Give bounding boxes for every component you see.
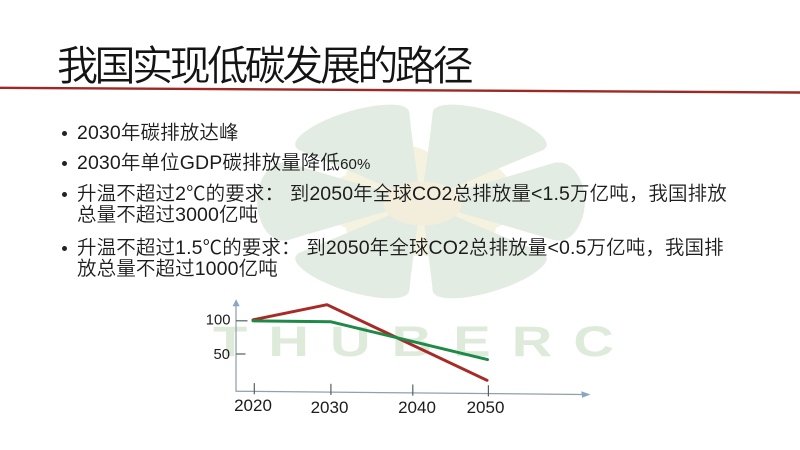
svg-text:2020: 2020 xyxy=(234,396,272,415)
svg-text:50: 50 xyxy=(214,347,230,363)
svg-text:2030: 2030 xyxy=(311,398,349,417)
svg-text:THUBERC: THUBERC xyxy=(213,318,635,366)
svg-text:100: 100 xyxy=(206,313,231,329)
svg-text:2050: 2050 xyxy=(467,398,505,417)
svg-text:2040: 2040 xyxy=(398,398,436,417)
